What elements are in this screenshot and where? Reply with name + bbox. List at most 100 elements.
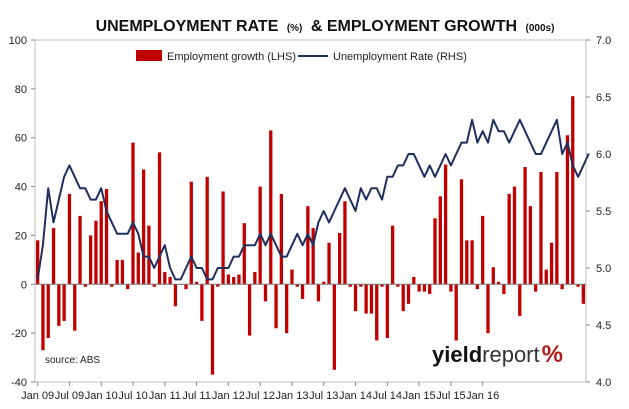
- employment-bar: [269, 130, 273, 285]
- employment-bar: [565, 135, 570, 285]
- employment-bar: [343, 201, 347, 285]
- title-pct: (%): [287, 23, 303, 34]
- employment-bar: [422, 284, 427, 292]
- employment-bar: [481, 215, 485, 285]
- employment-bar: [544, 269, 548, 285]
- title-units: (000s): [526, 23, 555, 34]
- employment-bar: [83, 284, 87, 287]
- employment-bar: [126, 284, 130, 290]
- employment-bar: [523, 167, 527, 285]
- employment-bar: [576, 284, 580, 287]
- employment-bar: [120, 259, 125, 285]
- x-tick-label: Jul 10: [118, 390, 147, 402]
- y-left-tick-label: 100: [9, 35, 27, 47]
- employment-bar: [491, 267, 495, 285]
- employment-bar: [470, 240, 474, 285]
- y-left-tick-label: -20: [11, 328, 27, 340]
- employment-bar: [168, 276, 172, 285]
- employment-bar: [534, 284, 538, 292]
- employment-bar: [443, 164, 448, 285]
- employment-bar: [311, 228, 315, 285]
- employment-bar: [115, 259, 119, 285]
- employment-bar: [226, 274, 231, 285]
- employment-bar: [348, 284, 352, 287]
- employment-bar: [454, 284, 458, 341]
- employment-bar: [300, 284, 305, 299]
- x-tick-label: Jul 11: [182, 390, 211, 402]
- employment-bar: [412, 276, 416, 285]
- employment-bar: [518, 284, 522, 317]
- employment-bar: [221, 191, 225, 285]
- employment-bar: [67, 193, 72, 285]
- employment-bar: [571, 96, 575, 285]
- employment-bar: [141, 169, 146, 285]
- employment-bar: [136, 252, 140, 285]
- employment-bar: [189, 181, 193, 285]
- employment-bar: [147, 225, 151, 285]
- title-main: UNEMPLOYMENT RATE: [96, 18, 279, 35]
- employment-bar: [152, 284, 156, 287]
- employment-bar: [279, 193, 284, 285]
- source-note: source: ABS: [45, 355, 100, 366]
- x-tick-label: Jan 15: [403, 390, 436, 402]
- y-left-tick-label: 40: [15, 182, 27, 194]
- employment-bar: [253, 272, 257, 285]
- logo-report: report: [482, 342, 539, 367]
- legend-label-line: Unemployment Rate (RHS): [333, 51, 467, 63]
- employment-bar: [475, 284, 480, 290]
- employment-bar: [163, 272, 167, 285]
- employment-bar: [295, 284, 299, 287]
- employment-bar: [396, 284, 400, 287]
- employment-bar: [290, 269, 294, 285]
- employment-bar: [104, 189, 109, 285]
- employment-bar: [205, 176, 209, 285]
- employment-bar: [36, 240, 40, 285]
- yieldreport-logo: yieldreport%: [432, 341, 563, 368]
- employment-bar: [502, 284, 506, 295]
- plot-frame: [34, 39, 587, 383]
- employment-bar: [131, 142, 135, 285]
- x-tick-label: Jul 14: [373, 390, 402, 402]
- employment-bar: [390, 225, 395, 285]
- x-tick-label: Jul 15: [436, 390, 465, 402]
- x-tick-label: Jan 13: [275, 390, 308, 402]
- employment-bar: [327, 242, 331, 285]
- employment-bar: [110, 284, 114, 287]
- employment-bar: [210, 284, 215, 375]
- employment-bar: [539, 171, 543, 285]
- employment-bar: [157, 152, 162, 285]
- employment-bar: [459, 179, 464, 285]
- employment-bar: [555, 171, 559, 285]
- x-tick-label: Jul 09: [55, 390, 84, 402]
- employment-bar: [184, 284, 188, 290]
- unemployment-line: [36, 118, 590, 281]
- x-tick-label: Jul 12: [245, 390, 274, 402]
- employment-bar: [232, 276, 236, 285]
- employment-bar: [496, 281, 501, 285]
- employment-bar: [449, 284, 453, 292]
- chart-title: UNEMPLOYMENT RATE (%) & EMPLOYMENT GROWT…: [96, 18, 555, 35]
- employment-bar: [88, 235, 93, 285]
- employment-bar: [263, 284, 268, 302]
- logo-percent: %: [542, 341, 563, 368]
- employment-bar: [46, 284, 50, 339]
- employment-bar: [237, 274, 241, 285]
- legend-swatch-bars: [136, 50, 162, 61]
- y-right-tick-label: 5.5: [596, 206, 611, 218]
- employment-bar: [486, 284, 490, 334]
- y-left-tick-label: 0: [21, 279, 27, 291]
- employment-bar: [73, 284, 77, 331]
- employment-bar: [528, 206, 533, 285]
- employment-bar: [306, 206, 310, 285]
- employment-bar: [62, 284, 66, 321]
- employment-bar: [242, 223, 246, 285]
- y-left-tick-label: 80: [15, 84, 27, 96]
- x-tick-label: Jan 14: [339, 390, 372, 402]
- logo-yield: yield: [432, 342, 482, 367]
- employment-bar: [406, 284, 411, 304]
- employment-bar: [316, 284, 321, 302]
- employment-bar: [274, 284, 278, 329]
- y-right-tick-label: 7.0: [596, 35, 611, 47]
- employment-bar: [359, 284, 363, 287]
- x-tick-label: Jan 11: [149, 390, 181, 402]
